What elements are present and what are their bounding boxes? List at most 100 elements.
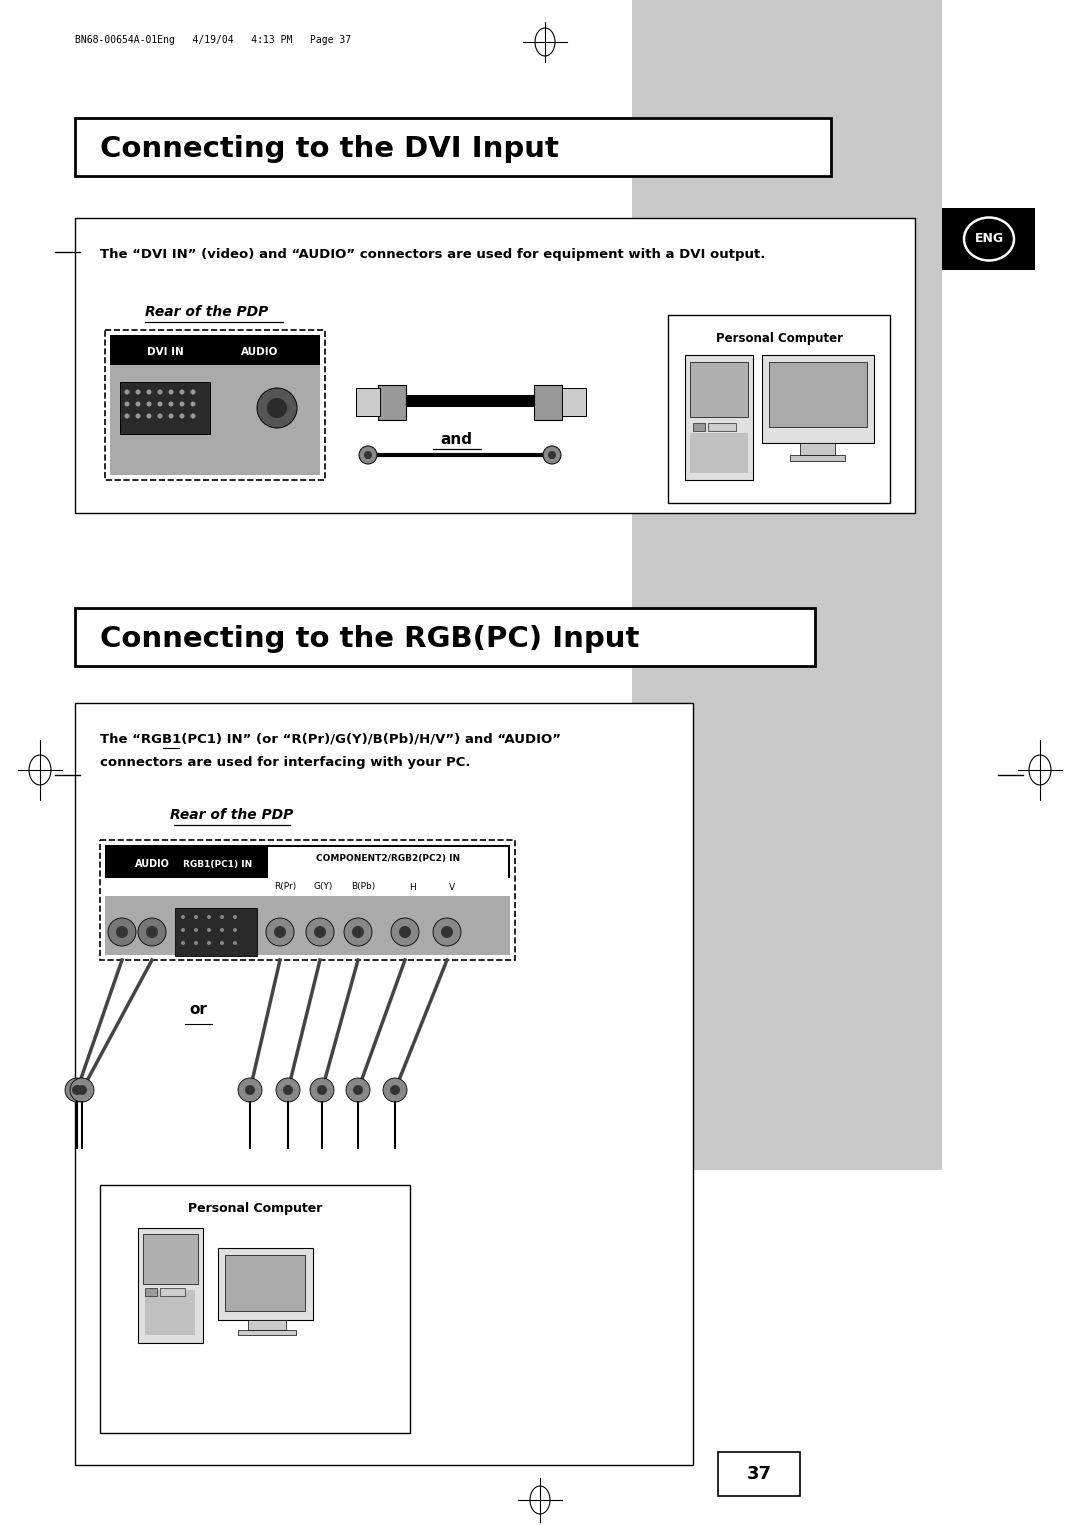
Text: RGB1(PC1) IN: RGB1(PC1) IN [184,860,253,869]
Bar [632,599,942,1170]
Text: V: V [449,883,455,892]
Bar [160,1289,185,1296]
Text: H: H [408,883,416,892]
Bar [378,384,406,419]
Circle shape [346,1078,370,1103]
Bar [718,1452,800,1496]
Text: BN68-00654A-01Eng   4/19/04   4:13 PM   Page 37: BN68-00654A-01Eng 4/19/04 4:13 PM Page 3… [75,35,351,46]
Text: AUDIO: AUDIO [135,859,170,869]
Circle shape [179,389,185,395]
Bar [356,387,380,416]
Bar [218,1247,313,1321]
Circle shape [135,389,140,395]
Text: Personal Computer: Personal Computer [715,332,842,345]
Circle shape [306,918,334,946]
Circle shape [158,401,162,407]
Circle shape [194,915,198,920]
Bar [145,1289,157,1296]
Circle shape [276,1078,300,1103]
Circle shape [543,445,561,464]
Bar [120,381,210,435]
Circle shape [124,413,130,418]
Circle shape [190,389,195,395]
Circle shape [135,413,140,418]
Bar [268,846,508,875]
Circle shape [352,926,364,938]
Circle shape [147,389,151,395]
Bar [138,1228,203,1344]
Bar [110,336,320,364]
Bar [75,117,831,175]
Circle shape [158,389,162,395]
Bar [75,703,693,1466]
Bar [632,0,942,689]
Text: B(Pb): B(Pb) [351,883,375,892]
Text: G(Y): G(Y) [313,883,333,892]
Text: Personal Computer: Personal Computer [188,1202,322,1215]
Circle shape [283,1084,293,1095]
Circle shape [233,915,237,920]
Bar [105,845,510,878]
Circle shape [433,918,461,946]
Bar [942,207,1035,270]
Circle shape [359,445,377,464]
Text: The “RGB1(PC1) IN” (or “R(Pr)/G(Y)/B(Pb)/H/V”) and “AUDIO”: The “RGB1(PC1) IN” (or “R(Pr)/G(Y)/B(Pb)… [100,732,561,746]
Bar [75,218,915,512]
Bar [248,1321,286,1330]
Text: COMPONENT2/RGB2(PC2) IN: COMPONENT2/RGB2(PC2) IN [316,854,460,863]
Circle shape [314,926,326,938]
Circle shape [70,1078,94,1103]
Text: Connecting to the DVI Input: Connecting to the DVI Input [100,136,558,163]
Bar [105,329,325,480]
Circle shape [168,413,174,418]
Circle shape [266,918,294,946]
Bar [690,361,748,416]
Text: The “DVI IN” (video) and “AUDIO” connectors are used for equipment with a DVI ou: The “DVI IN” (video) and “AUDIO” connect… [100,249,766,261]
Circle shape [207,915,211,920]
Text: R(Pr): R(Pr) [274,883,296,892]
Circle shape [72,1084,82,1095]
Circle shape [158,413,162,418]
Circle shape [238,1078,262,1103]
Circle shape [194,929,198,932]
Circle shape [108,918,136,946]
Circle shape [318,1084,327,1095]
Text: AUDIO: AUDIO [241,348,279,357]
Circle shape [399,926,411,938]
Text: DVI IN: DVI IN [147,348,184,357]
Bar [762,355,874,442]
Bar [268,875,508,897]
Bar [690,433,748,473]
Circle shape [124,401,130,407]
Circle shape [220,929,224,932]
Text: and: and [440,432,472,447]
Circle shape [383,1078,407,1103]
Circle shape [138,918,166,946]
Circle shape [194,941,198,946]
Circle shape [233,941,237,946]
Circle shape [364,451,372,459]
Circle shape [168,389,174,395]
Circle shape [124,389,130,395]
Bar [562,387,586,416]
Circle shape [116,926,129,938]
Circle shape [135,401,140,407]
Bar [143,1234,198,1284]
Circle shape [147,401,151,407]
Circle shape [65,1078,89,1103]
Circle shape [181,915,185,920]
Bar [100,1185,410,1433]
Bar [145,1290,195,1334]
Text: Connecting to the RGB(PC) Input: Connecting to the RGB(PC) Input [100,625,639,653]
Bar [708,422,735,432]
Circle shape [353,1084,363,1095]
Circle shape [220,941,224,946]
Circle shape [274,926,286,938]
Bar [693,422,705,432]
Bar [789,454,845,461]
Bar [175,907,257,956]
Bar [238,1330,296,1334]
Bar [406,395,534,407]
Bar [75,608,815,666]
Text: Rear of the PDP: Rear of the PDP [145,305,268,319]
